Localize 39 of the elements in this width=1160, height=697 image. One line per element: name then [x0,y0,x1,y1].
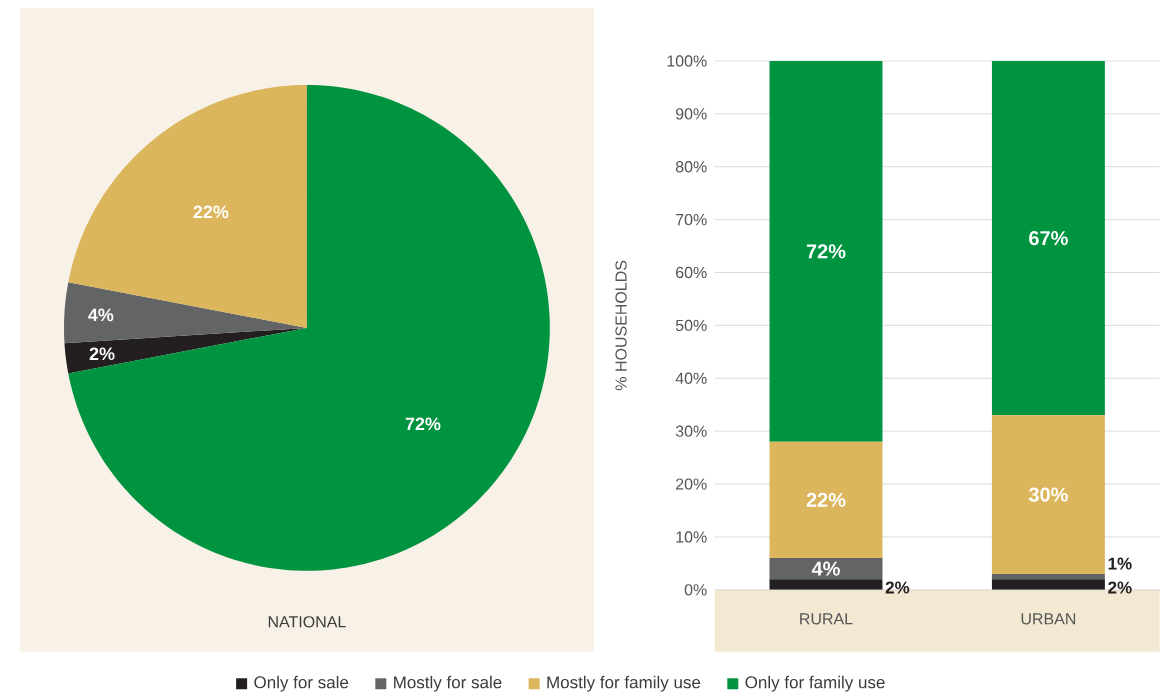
data-label: 72% [405,417,441,431]
data-label: 2% [1108,581,1132,594]
legend-label: Mostly for family use [547,675,701,692]
y-tick-label: 10% [676,531,707,543]
bar [769,558,883,580]
y-tick-label: 90% [675,108,707,120]
legend-label: Mostly for sale [394,675,502,692]
x-tick-label: URBAN [1021,613,1076,625]
legend-label: Only for family use [745,675,885,692]
data-label: 4% [811,561,840,576]
data-label: 1% [1108,557,1132,570]
bar [991,574,1105,580]
y-tick-label: 20% [676,478,707,490]
legend-label: Only for sale [254,675,349,692]
y-tick-label: 80% [675,161,707,173]
data-label: 2% [885,581,910,594]
data-label: 22% [193,205,229,219]
y-tick-label: 50% [675,319,707,332]
bar [991,61,1105,416]
x-tick-label: RURAL [800,613,853,625]
data-label: 22% [806,492,846,508]
y-tick-label: 70% [676,214,707,226]
y-tick-label: 100% [667,55,707,67]
bar [769,441,883,559]
text: NATIONAL [268,616,346,628]
data-label: 72% [806,244,846,259]
y-tick-label: 40% [675,372,707,385]
bar [769,61,883,442]
data-label: 67% [1029,231,1068,246]
y-axis-title: % HOUSEHOLDS [615,260,627,391]
data-label: 2% [89,347,115,361]
y-tick-label: 0% [684,584,707,596]
bar [769,579,883,590]
y-tick-label: 30% [675,425,707,437]
data-label: 30% [1028,487,1068,502]
data-label: 4% [88,308,114,322]
y-tick-label: 60% [676,266,707,279]
bar [991,579,1105,590]
bar [991,415,1105,575]
